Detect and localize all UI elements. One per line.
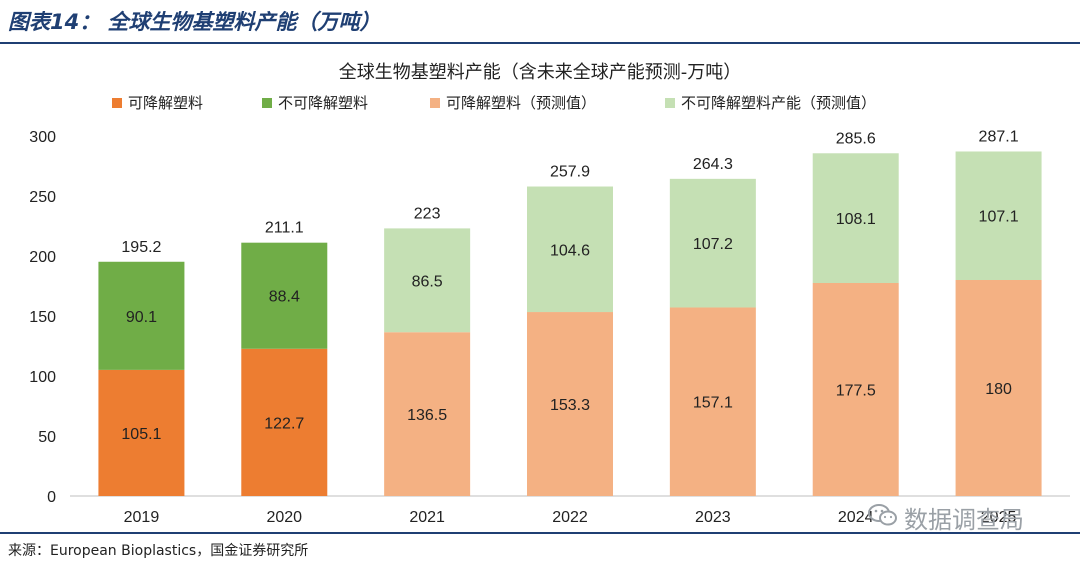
bar-segment-degradable-forecast [669,307,756,496]
chart-title: 全球生物基塑料产能（含未来全球产能预测-万吨） [338,62,742,83]
y-tick-label: 50 [38,429,56,446]
data-label-non-degradable-forecast: 107.1 [979,209,1019,226]
watermark-text: 数据调查局 [904,506,1024,534]
data-label-degradable-forecast: 153.3 [550,397,590,414]
data-label-non-degradable: 88.4 [269,289,300,306]
bar-segment-non-degradable-forecast [955,151,1042,280]
data-label-non-degradable-forecast: 86.5 [412,273,443,290]
y-tick-label: 150 [29,309,56,326]
figure-title: 图表14： 全球生物基塑料产能（万吨） [8,10,381,34]
bar-segment-non-degradable-forecast [812,153,899,283]
data-label-non-degradable-forecast: 104.6 [550,242,590,259]
data-label-degradable-forecast: 136.5 [407,407,447,424]
wechat-icon [868,503,898,533]
y-tick-label: 0 [47,489,56,506]
bar-segment-degradable [241,348,328,496]
legend-swatch-degradable-forecast [430,97,440,108]
source-note: 来源：European Bioplastics，国金证券研究所 [8,543,309,559]
total-label: 285.6 [836,130,876,147]
legend-item-non-degradable-forecast: 不可降解塑料产能（预测值） [665,92,876,113]
data-label-non-degradable: 90.1 [126,309,157,326]
total-label: 287.1 [979,128,1019,145]
total-label: 223 [414,205,441,222]
bar-segment-degradable-forecast [812,283,899,496]
y-tick-label: 250 [29,189,56,206]
bar-segment-non-degradable [241,242,328,349]
data-label-degradable: 122.7 [264,415,304,432]
legend-swatch-non-degradable [262,97,272,108]
bar-segment-non-degradable-forecast [527,186,613,313]
bar-segment-degradable-forecast [384,332,471,496]
total-label: 257.9 [550,164,590,181]
x-tick-label: 2019 [124,509,160,526]
x-tick-label: 2023 [695,509,731,526]
bar-segment-degradable-forecast [955,280,1042,496]
legend-swatch-non-degradable-forecast [665,97,675,108]
bar-segment-degradable [98,369,185,496]
bar-segment-non-degradable-forecast [384,228,471,333]
total-label: 264.3 [693,156,733,173]
legend-swatch-degradable [112,97,122,108]
y-tick-label: 100 [29,369,56,386]
total-label: 195.2 [121,239,161,256]
data-label-non-degradable-forecast: 107.2 [693,236,733,253]
bar-segment-non-degradable [98,261,185,370]
watermark: 数据调查局 [868,500,1024,535]
bar-segment-degradable-forecast [527,312,613,496]
legend-label-degradable: 可降解塑料 [128,94,204,112]
data-label-degradable-forecast: 177.5 [836,383,876,400]
legend-label-non-degradable: 不可降解塑料 [278,94,369,112]
x-tick-label: 2025 [981,509,1017,526]
legend-item-non-degradable: 不可降解塑料 [262,92,368,113]
total-label: 211.1 [265,220,304,237]
data-label-degradable: 105.1 [121,426,161,443]
legend-item-degradable-forecast: 可降解塑料（预测值） [430,92,596,113]
legend-label-degradable-forecast: 可降解塑料（预测值） [446,94,597,112]
figure-footer: 来源：European Bioplastics，国金证券研究所 [0,532,1080,560]
x-tick-label: 2020 [266,509,302,526]
legend-item-degradable: 可降解塑料 [112,92,203,113]
y-tick-label: 300 [29,129,56,146]
x-tick-label: 2024 [838,509,874,526]
figure-header: 图表14： 全球生物基塑料产能（万吨） [0,0,1080,44]
y-tick-label: 200 [29,249,56,266]
chart-legend: 可降解塑料 不可降解塑料 可降解塑料（预测值） 不可降解塑料产能（预测值） [0,92,1080,116]
data-label-non-degradable-forecast: 108.1 [836,211,876,228]
legend-label-non-degradable-forecast: 不可降解塑料产能（预测值） [681,94,877,112]
x-tick-label: 2022 [552,509,588,526]
x-tick-label: 2021 [409,509,445,526]
data-label-degradable-forecast: 157.1 [693,395,733,412]
bar-segment-non-degradable-forecast [669,178,756,308]
data-label-degradable-forecast: 180 [985,381,1012,398]
